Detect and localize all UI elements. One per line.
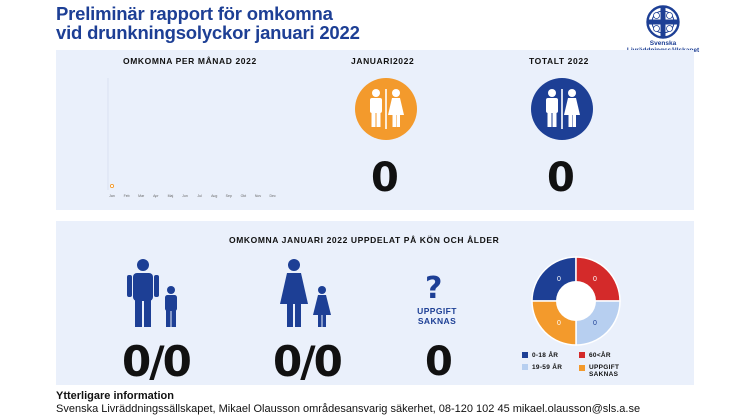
question-mark-icon: ? <box>425 271 443 306</box>
x-tick-label: Okt <box>241 194 246 198</box>
per-month-heading: OMKOMNA PER MÅNAD 2022 <box>123 56 257 66</box>
donut-label-60-plus: 0 <box>593 276 597 283</box>
page-title: Preliminär rapport för omkomna vid drunk… <box>56 4 476 42</box>
x-tick-label: Nov <box>255 194 261 198</box>
lifebuoy-logo-icon <box>646 5 680 39</box>
legend-swatch-light-blue <box>522 364 528 370</box>
unknown-gender-label: UPPGIFT SAKNAS <box>417 306 457 326</box>
title-line-1: Preliminär rapport för omkomna <box>56 3 333 24</box>
legend-item-19-59: 19-59 ÅR <box>522 364 562 371</box>
legend-item-0-18: 0-18 ÅR <box>522 352 558 359</box>
restroom-icon-total <box>531 78 593 140</box>
donut-label-19-59: 0 <box>593 320 597 327</box>
legend-swatch-dark-blue <box>522 352 528 358</box>
footer-contact: Svenska Livräddningssällskapet, Mikael O… <box>56 403 641 415</box>
legend-item-unknown: UPPGIFT SAKNAS <box>579 364 619 378</box>
men-boys-value: 0/0 <box>122 337 192 386</box>
legend-item-60-plus: 60<ÅR <box>579 352 611 359</box>
age-donut-chart: 0 0 0 0 <box>531 256 621 346</box>
x-tick-label: Apr <box>153 194 159 198</box>
footer-heading: Ytterligare information <box>56 390 174 402</box>
title-line-2: vid drunkningsolyckor januari 2022 <box>56 22 360 43</box>
x-tick-label: Feb <box>124 194 130 198</box>
restroom-icon-january <box>355 78 417 140</box>
donut-label-unknown: 0 <box>557 320 561 327</box>
x-tick-label: Mar <box>138 194 145 198</box>
monthly-line-chart: Jan Feb Mar Apr Maj Jun Jul Aug Sep Okt Nov Dec <box>107 78 276 198</box>
legend-swatch-orange <box>579 365 585 371</box>
x-tick-label: Aug <box>211 194 217 198</box>
x-tick-label: Jan <box>109 194 115 198</box>
legend-swatch-red <box>579 352 585 358</box>
year-total-value: 0 <box>547 155 575 201</box>
x-tick-label: Jun <box>182 194 188 198</box>
x-tick-label: Jul <box>197 194 202 198</box>
man-and-boy-icon <box>127 259 177 327</box>
woman-and-girl-icon <box>280 259 331 327</box>
x-tick-label: Maj <box>168 194 174 198</box>
footer: Ytterligare information Svenska Livräddn… <box>56 390 640 416</box>
data-point <box>109 183 115 189</box>
breakdown-heading: OMKOMNA JANUARI 2022 UPPDELAT PÅ KÖN OCH… <box>229 235 500 245</box>
unknown-gender-value: 0 <box>425 339 453 385</box>
january-total-value: 0 <box>371 155 399 201</box>
x-tick-label: Sep <box>226 194 232 198</box>
donut-label-0-18: 0 <box>557 276 561 283</box>
women-girls-value: 0/0 <box>273 337 343 386</box>
total-heading: TOTALT 2022 <box>529 56 589 66</box>
x-tick-label: Dec <box>269 194 275 198</box>
january-heading: JANUARI2022 <box>351 56 415 66</box>
